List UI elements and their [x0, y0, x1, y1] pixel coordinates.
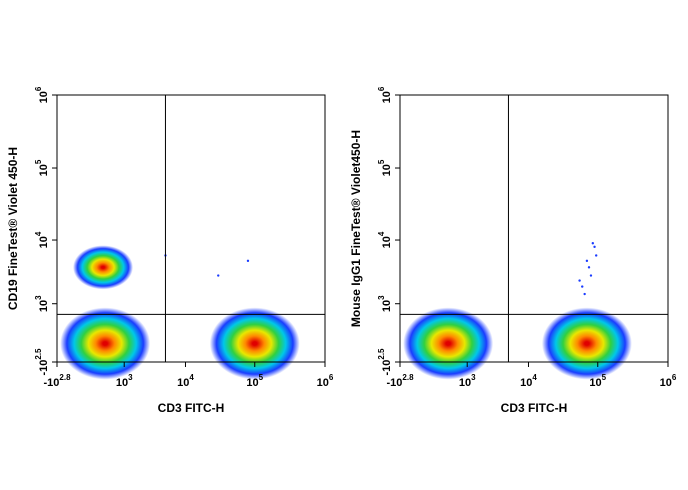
tick-exp: 5 [34, 159, 43, 164]
event-dot [578, 279, 581, 282]
y-tick-label: 105 [377, 159, 393, 176]
tick-base: 10 [116, 377, 128, 389]
event-dot [593, 245, 596, 249]
x-tick-label: -102.8 [43, 373, 71, 389]
population [403, 307, 494, 380]
plot-frame [399, 94, 669, 363]
tick-exp: 5 [602, 373, 607, 382]
tick-base: 10 [381, 164, 393, 176]
tick-base: 10 [38, 236, 50, 248]
event-dot [594, 254, 598, 257]
x-tick-label: 106 [660, 373, 677, 389]
x-tick-label: 103 [459, 373, 476, 389]
plot-frame [56, 94, 326, 363]
tick-exp: 3 [128, 373, 133, 382]
tick-base: 10 [317, 377, 329, 389]
tick-exp: 3 [34, 295, 43, 300]
tick-base: 10 [520, 377, 532, 389]
event-dot [585, 259, 589, 263]
y-tick-label: -102.5 [377, 348, 393, 376]
y-tick-label: 104 [34, 231, 50, 248]
tick-exp: 4 [34, 231, 43, 236]
tick-exp: 6 [377, 86, 386, 91]
tick-exp: 5 [259, 373, 264, 382]
x-axis-title: CD3 FITC-H [501, 401, 568, 415]
population [541, 307, 632, 380]
tick-base: 10 [381, 300, 393, 312]
x-tick-label: 106 [317, 373, 334, 389]
event-dot [246, 259, 250, 263]
tick-exp: 2.5 [34, 348, 43, 360]
tick-exp: 5 [377, 159, 386, 164]
tick-base: 10 [381, 236, 393, 248]
y-tick-label: 103 [377, 295, 393, 312]
tick-base: 10 [38, 164, 50, 176]
tick-base: 10 [459, 377, 471, 389]
x-tick-label: 103 [116, 373, 133, 389]
tick-base: 10 [177, 377, 189, 389]
y-axis-title: CD19 FineTest® Violet 450-H [6, 147, 20, 310]
tick-exp: 2.8 [59, 373, 71, 382]
event-dot [589, 274, 593, 277]
x-axis-title: CD3 FITC-H [158, 401, 225, 415]
tick-exp: 3 [471, 373, 476, 382]
tick-base: 10 [589, 377, 601, 389]
tick-exp: 6 [34, 86, 43, 91]
y-tick-label: 106 [377, 86, 393, 103]
event-dot [583, 292, 586, 296]
tick-base: -10 [386, 377, 402, 389]
event-dot [591, 242, 595, 245]
x-tick-label: 104 [520, 373, 537, 389]
tick-base: 10 [381, 91, 393, 103]
tick-exp: 4 [189, 373, 194, 382]
y-tick-label: 104 [377, 231, 393, 248]
y-tick-label: 105 [34, 159, 50, 176]
y-tick-label: 106 [34, 86, 50, 103]
population [60, 307, 151, 380]
tick-base: 10 [246, 377, 258, 389]
event-dot [587, 266, 591, 269]
tick-base: -10 [43, 377, 59, 389]
x-tick-label: 105 [589, 373, 606, 389]
tick-exp: 6 [672, 373, 677, 382]
x-tick-label: 104 [177, 373, 194, 389]
tick-base: -10 [38, 360, 50, 376]
tick-exp: 4 [377, 231, 386, 236]
y-axis-title: Mouse IgG1 FineTest® Violet450-H [349, 130, 363, 327]
tick-exp: 2.8 [402, 373, 414, 382]
population [73, 245, 134, 290]
event-dot [581, 285, 584, 288]
tick-base: -10 [381, 360, 393, 376]
event-dot [217, 274, 220, 277]
tick-exp: 4 [532, 373, 537, 382]
x-tick-label: -102.8 [386, 373, 414, 389]
population [209, 307, 300, 380]
x-tick-label: 105 [246, 373, 263, 389]
tick-base: 10 [38, 300, 50, 312]
tick-base: 10 [660, 377, 672, 389]
tick-exp: 2.5 [377, 348, 386, 360]
y-tick-label: 103 [34, 295, 50, 312]
tick-base: 10 [38, 91, 50, 103]
tick-exp: 6 [329, 373, 334, 382]
y-tick-label: -102.5 [34, 348, 50, 376]
tick-exp: 3 [377, 295, 386, 300]
